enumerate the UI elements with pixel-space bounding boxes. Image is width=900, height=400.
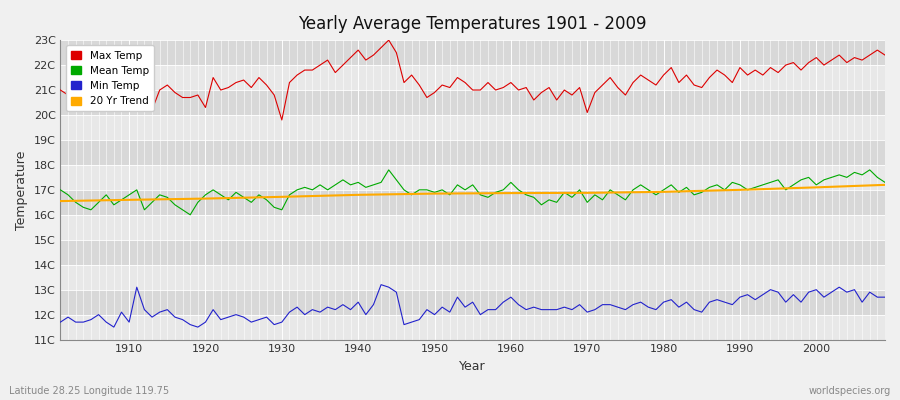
- Bar: [60, 190, 885, 215]
- Bar: [60, 115, 885, 140]
- Text: Latitude 28.25 Longitude 119.75: Latitude 28.25 Longitude 119.75: [9, 386, 169, 396]
- Bar: [60, 290, 885, 315]
- Bar: [60, 240, 885, 265]
- Bar: [60, 265, 885, 290]
- Title: Yearly Average Temperatures 1901 - 2009: Yearly Average Temperatures 1901 - 2009: [299, 15, 647, 33]
- Legend: Max Temp, Mean Temp, Min Temp, 20 Yr Trend: Max Temp, Mean Temp, Min Temp, 20 Yr Tre…: [66, 45, 154, 111]
- Bar: [60, 165, 885, 190]
- Text: worldspecies.org: worldspecies.org: [809, 386, 891, 396]
- Y-axis label: Temperature: Temperature: [15, 150, 28, 230]
- X-axis label: Year: Year: [459, 360, 486, 373]
- Bar: [60, 90, 885, 115]
- Bar: [60, 140, 885, 165]
- Bar: [60, 315, 885, 340]
- Bar: [60, 65, 885, 90]
- Bar: [60, 215, 885, 240]
- Bar: [60, 40, 885, 65]
